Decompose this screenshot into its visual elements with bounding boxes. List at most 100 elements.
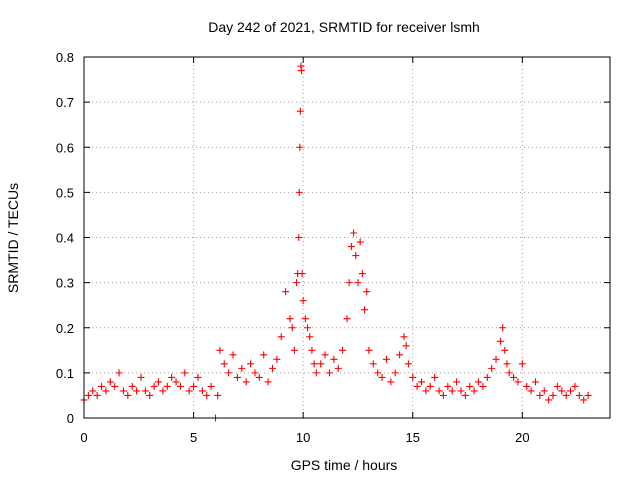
data-point	[111, 382, 119, 390]
data-point	[115, 369, 123, 377]
data-point	[475, 378, 482, 386]
data-point	[363, 288, 371, 296]
data-point	[404, 360, 412, 368]
data-point	[198, 387, 206, 395]
data-point	[229, 351, 237, 359]
x-tick-label: 15	[406, 430, 420, 445]
data-point	[558, 387, 566, 395]
data-point	[238, 364, 246, 372]
data-point	[214, 391, 222, 399]
data-point	[426, 382, 434, 390]
data-point	[207, 382, 215, 390]
data-point	[247, 360, 255, 368]
data-point	[89, 387, 97, 395]
data-point	[527, 387, 535, 395]
y-tick-label: 0.5	[56, 185, 74, 200]
data-point	[176, 382, 184, 390]
data-point	[378, 373, 386, 381]
data-point	[255, 373, 263, 381]
y-tick-label: 0.3	[56, 276, 74, 291]
data-point	[492, 355, 500, 363]
data-point	[102, 387, 110, 395]
data-point	[98, 382, 106, 390]
data-point	[293, 279, 301, 287]
axis-ticks: 0 0.1 0.2 0.3 0.4 0.5 0.6 0.7 0.8 0 5 10 15 20	[56, 50, 610, 445]
x-tick-label: 0	[80, 430, 87, 445]
data-point	[358, 270, 366, 278]
data-point	[387, 378, 395, 386]
data-point	[163, 382, 171, 390]
data-point	[488, 364, 496, 372]
data-point	[298, 270, 306, 278]
data-point	[306, 333, 314, 341]
plot-frame	[83, 56, 611, 419]
data-point	[260, 351, 268, 359]
data-point	[531, 378, 539, 386]
data-point	[317, 360, 325, 368]
y-tick-label: 0.2	[56, 321, 74, 336]
x-tick-label: 20	[515, 430, 529, 445]
data-point	[356, 238, 364, 246]
data-point	[172, 378, 180, 386]
data-point	[505, 369, 513, 377]
data-point	[84, 391, 92, 399]
data-point	[220, 360, 228, 368]
data-point	[536, 391, 544, 399]
data-point	[483, 373, 491, 381]
data-point	[453, 378, 461, 386]
data-point	[562, 391, 570, 399]
data-point	[400, 333, 408, 341]
data-point	[496, 337, 504, 345]
data-point	[312, 369, 320, 377]
data-point	[297, 67, 305, 75]
y-tick-label: 0.4	[56, 231, 74, 246]
data-point	[501, 346, 509, 354]
data-point	[150, 382, 158, 390]
data-point	[343, 315, 351, 323]
data-point	[345, 279, 353, 287]
data-point	[369, 360, 377, 368]
data-point	[288, 324, 296, 332]
data-point	[133, 387, 141, 395]
chart-title: Day 242 of 2021, SRMTID for receiver lsm…	[208, 19, 480, 35]
data-point	[365, 346, 373, 354]
data-point	[106, 378, 114, 386]
y-tick-label: 0.7	[56, 95, 74, 110]
data-point	[325, 369, 333, 377]
data-point	[466, 382, 474, 390]
data-point	[301, 315, 309, 323]
data-point	[553, 382, 561, 390]
data-point	[514, 378, 522, 386]
data-point	[361, 306, 369, 314]
data-point	[251, 369, 259, 377]
data-point	[181, 369, 189, 377]
data-points	[80, 62, 592, 422]
data-point	[277, 333, 285, 341]
x-axis-label: GPS time / hours	[291, 457, 398, 473]
data-point	[141, 387, 149, 395]
data-point	[347, 243, 355, 251]
data-point	[233, 373, 241, 381]
y-tick-label: 0.1	[56, 366, 74, 381]
data-point	[503, 360, 511, 368]
data-point	[448, 387, 456, 395]
data-point	[310, 360, 318, 368]
data-point	[575, 391, 583, 399]
data-point	[457, 387, 465, 395]
data-point	[540, 387, 548, 395]
data-point	[264, 378, 272, 386]
x-tick-label: 10	[296, 430, 310, 445]
data-point	[93, 391, 101, 399]
data-point	[571, 382, 579, 390]
data-point	[334, 364, 342, 372]
data-point	[396, 351, 404, 359]
data-point	[350, 229, 358, 237]
data-point	[545, 396, 553, 404]
data-point	[523, 382, 531, 390]
gridlines	[84, 57, 610, 418]
data-point	[374, 369, 382, 377]
data-point	[242, 378, 250, 386]
data-point	[499, 324, 507, 332]
data-point	[567, 387, 575, 395]
data-point	[422, 387, 430, 395]
